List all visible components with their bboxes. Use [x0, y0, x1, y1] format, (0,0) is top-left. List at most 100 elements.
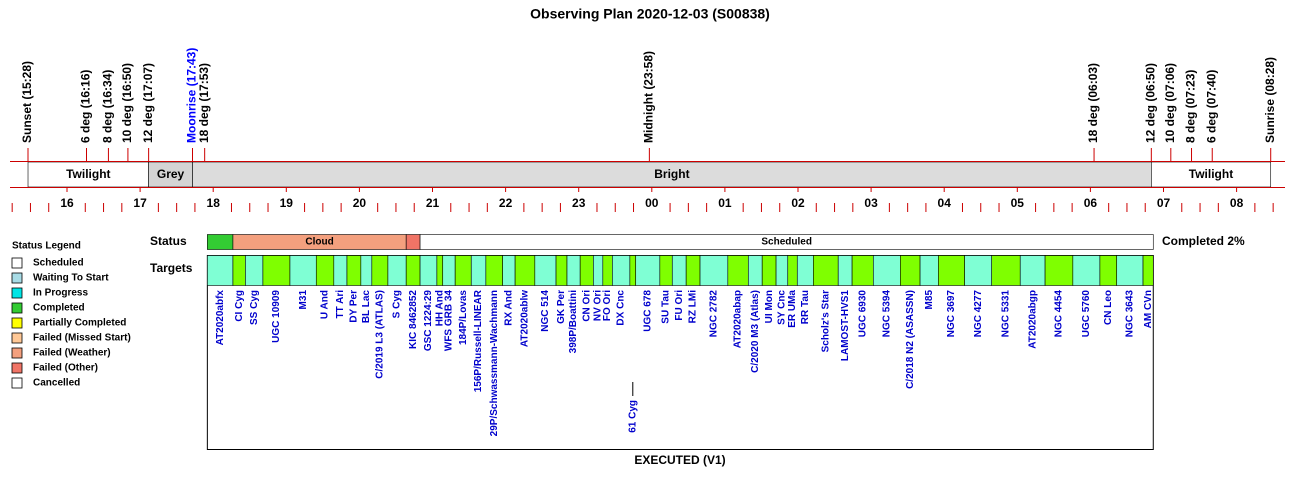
target-label: FU Ori — [674, 290, 685, 321]
target-block — [333, 255, 348, 286]
target-label: NGC 2782 — [709, 290, 720, 338]
status-label: Scheduled — [761, 237, 812, 248]
status-segment — [419, 234, 1154, 250]
legend-swatch — [11, 257, 23, 269]
target-block — [346, 255, 362, 286]
plot: Twilight Grey Bright Twilight Sunset (15:28)… — [10, 48, 1285, 450]
target-label: NGC 3643 — [1125, 290, 1136, 338]
x-tick-label: 16 — [60, 196, 74, 210]
target-label: 184P/Lovas — [458, 290, 469, 345]
target-block — [787, 255, 798, 286]
event-label: 8 deg (07:23) — [1184, 70, 1198, 143]
chart-title: Observing Plan 2020-12-03 (S00838) — [530, 6, 770, 22]
target-label: NGC 3697 — [946, 290, 957, 338]
target-label: C/2019 L3 (ATLAS) — [375, 290, 386, 379]
target-block — [635, 255, 661, 286]
target-label: LAMOST-HVS1 — [840, 290, 851, 362]
status-label: Cloud — [305, 237, 333, 248]
sky-band — [1151, 161, 1272, 188]
target-block — [514, 255, 536, 286]
target-label: FO Ori — [602, 290, 613, 321]
legend-swatch — [11, 377, 23, 389]
target-label: ER UMa — [787, 290, 798, 328]
target-label: NGC 5394 — [881, 290, 892, 338]
target-label: AT2020abfx — [215, 290, 226, 346]
status-segment — [405, 234, 421, 250]
x-tick-label: 19 — [280, 196, 294, 210]
legend-label: Completed — [33, 303, 85, 314]
target-block — [1072, 255, 1101, 286]
sky-band-label: Twilight — [66, 167, 110, 181]
target-block — [602, 255, 613, 286]
legend-title: Status Legend — [12, 241, 81, 252]
target-block — [747, 255, 763, 286]
target-block — [405, 255, 421, 286]
x-tick-label: 05 — [1011, 196, 1025, 210]
target-label: NGC 4454 — [1054, 290, 1065, 338]
sky-band-label: Twilight — [1189, 167, 1233, 181]
event-label: Sunset (15:28) — [20, 61, 34, 143]
legend-swatch — [11, 362, 23, 374]
x-tick-label: 21 — [426, 196, 440, 210]
legend-label: Partially Completed — [33, 318, 126, 329]
target-block — [360, 255, 373, 286]
target-block — [919, 255, 939, 286]
target-block — [436, 255, 444, 286]
target-label: NGC 514 — [540, 290, 551, 332]
target-label: S Cyg — [392, 290, 403, 318]
target-label: DY Per — [349, 290, 360, 323]
target-block — [502, 255, 516, 286]
sky-band-label: Bright — [654, 167, 689, 181]
legend-swatch — [11, 317, 23, 329]
target-block — [315, 255, 335, 286]
legend-label: Failed (Other) — [33, 363, 98, 374]
summary: Completed 2% — [1162, 234, 1245, 248]
legend-label: Scheduled — [33, 258, 84, 269]
x-tick-label: 23 — [572, 196, 586, 210]
target-block — [851, 255, 874, 286]
target-label: SU Tau — [661, 290, 672, 324]
event-label: Moonrise (17:43) — [185, 48, 199, 143]
target-label: SS Cyg — [249, 290, 260, 325]
target-label: 156P/Russell-LINEAR — [473, 289, 484, 392]
target-label: TT Ari — [335, 290, 346, 319]
target-label: U And — [320, 290, 331, 319]
target-label: 398P/Boattini — [568, 290, 579, 354]
target-label: KIC 8462852 — [408, 290, 419, 349]
event-label: 8 deg (16:34) — [101, 70, 115, 143]
target-label: SY Cnc — [777, 290, 788, 325]
x-tick-label: 08 — [1230, 196, 1244, 210]
target-block — [761, 255, 777, 286]
target-label: C/2018 N2 (ASASSN) — [905, 290, 916, 389]
event-label: Sunrise (08:28) — [1263, 57, 1277, 143]
target-label: GK Per — [556, 290, 567, 324]
target-label: RX And — [504, 290, 515, 326]
target-label: UI Mon — [764, 290, 775, 323]
event-label: 10 deg (16:50) — [120, 63, 134, 143]
legend-label: In Progress — [33, 288, 88, 299]
x-tick-label: 03 — [864, 196, 878, 210]
target-label: UGC 6930 — [857, 290, 868, 338]
target-label: M85 — [924, 290, 935, 310]
x-tick-label: 06 — [1084, 196, 1098, 210]
target-block — [1142, 255, 1154, 286]
target-block — [566, 255, 581, 286]
legend-label: Waiting To Start — [33, 273, 109, 284]
legend-swatch — [11, 272, 23, 284]
target-block — [207, 255, 234, 286]
target-label: CI Cyg — [234, 290, 245, 322]
target-block — [419, 255, 438, 286]
target-label: UGC 5760 — [1081, 290, 1092, 338]
target-block — [685, 255, 701, 286]
target-block — [699, 255, 729, 286]
target-block — [289, 255, 317, 286]
target-label: RZ LMi — [688, 290, 699, 324]
targets-row-label: Targets — [150, 261, 193, 275]
x-tick-label: 02 — [791, 196, 805, 210]
target-block — [579, 255, 594, 286]
target-label: M31 — [298, 290, 309, 310]
target-label: DX Cnc — [616, 290, 627, 326]
target-block — [938, 255, 965, 286]
target-label: Scholz's Star — [820, 290, 831, 353]
